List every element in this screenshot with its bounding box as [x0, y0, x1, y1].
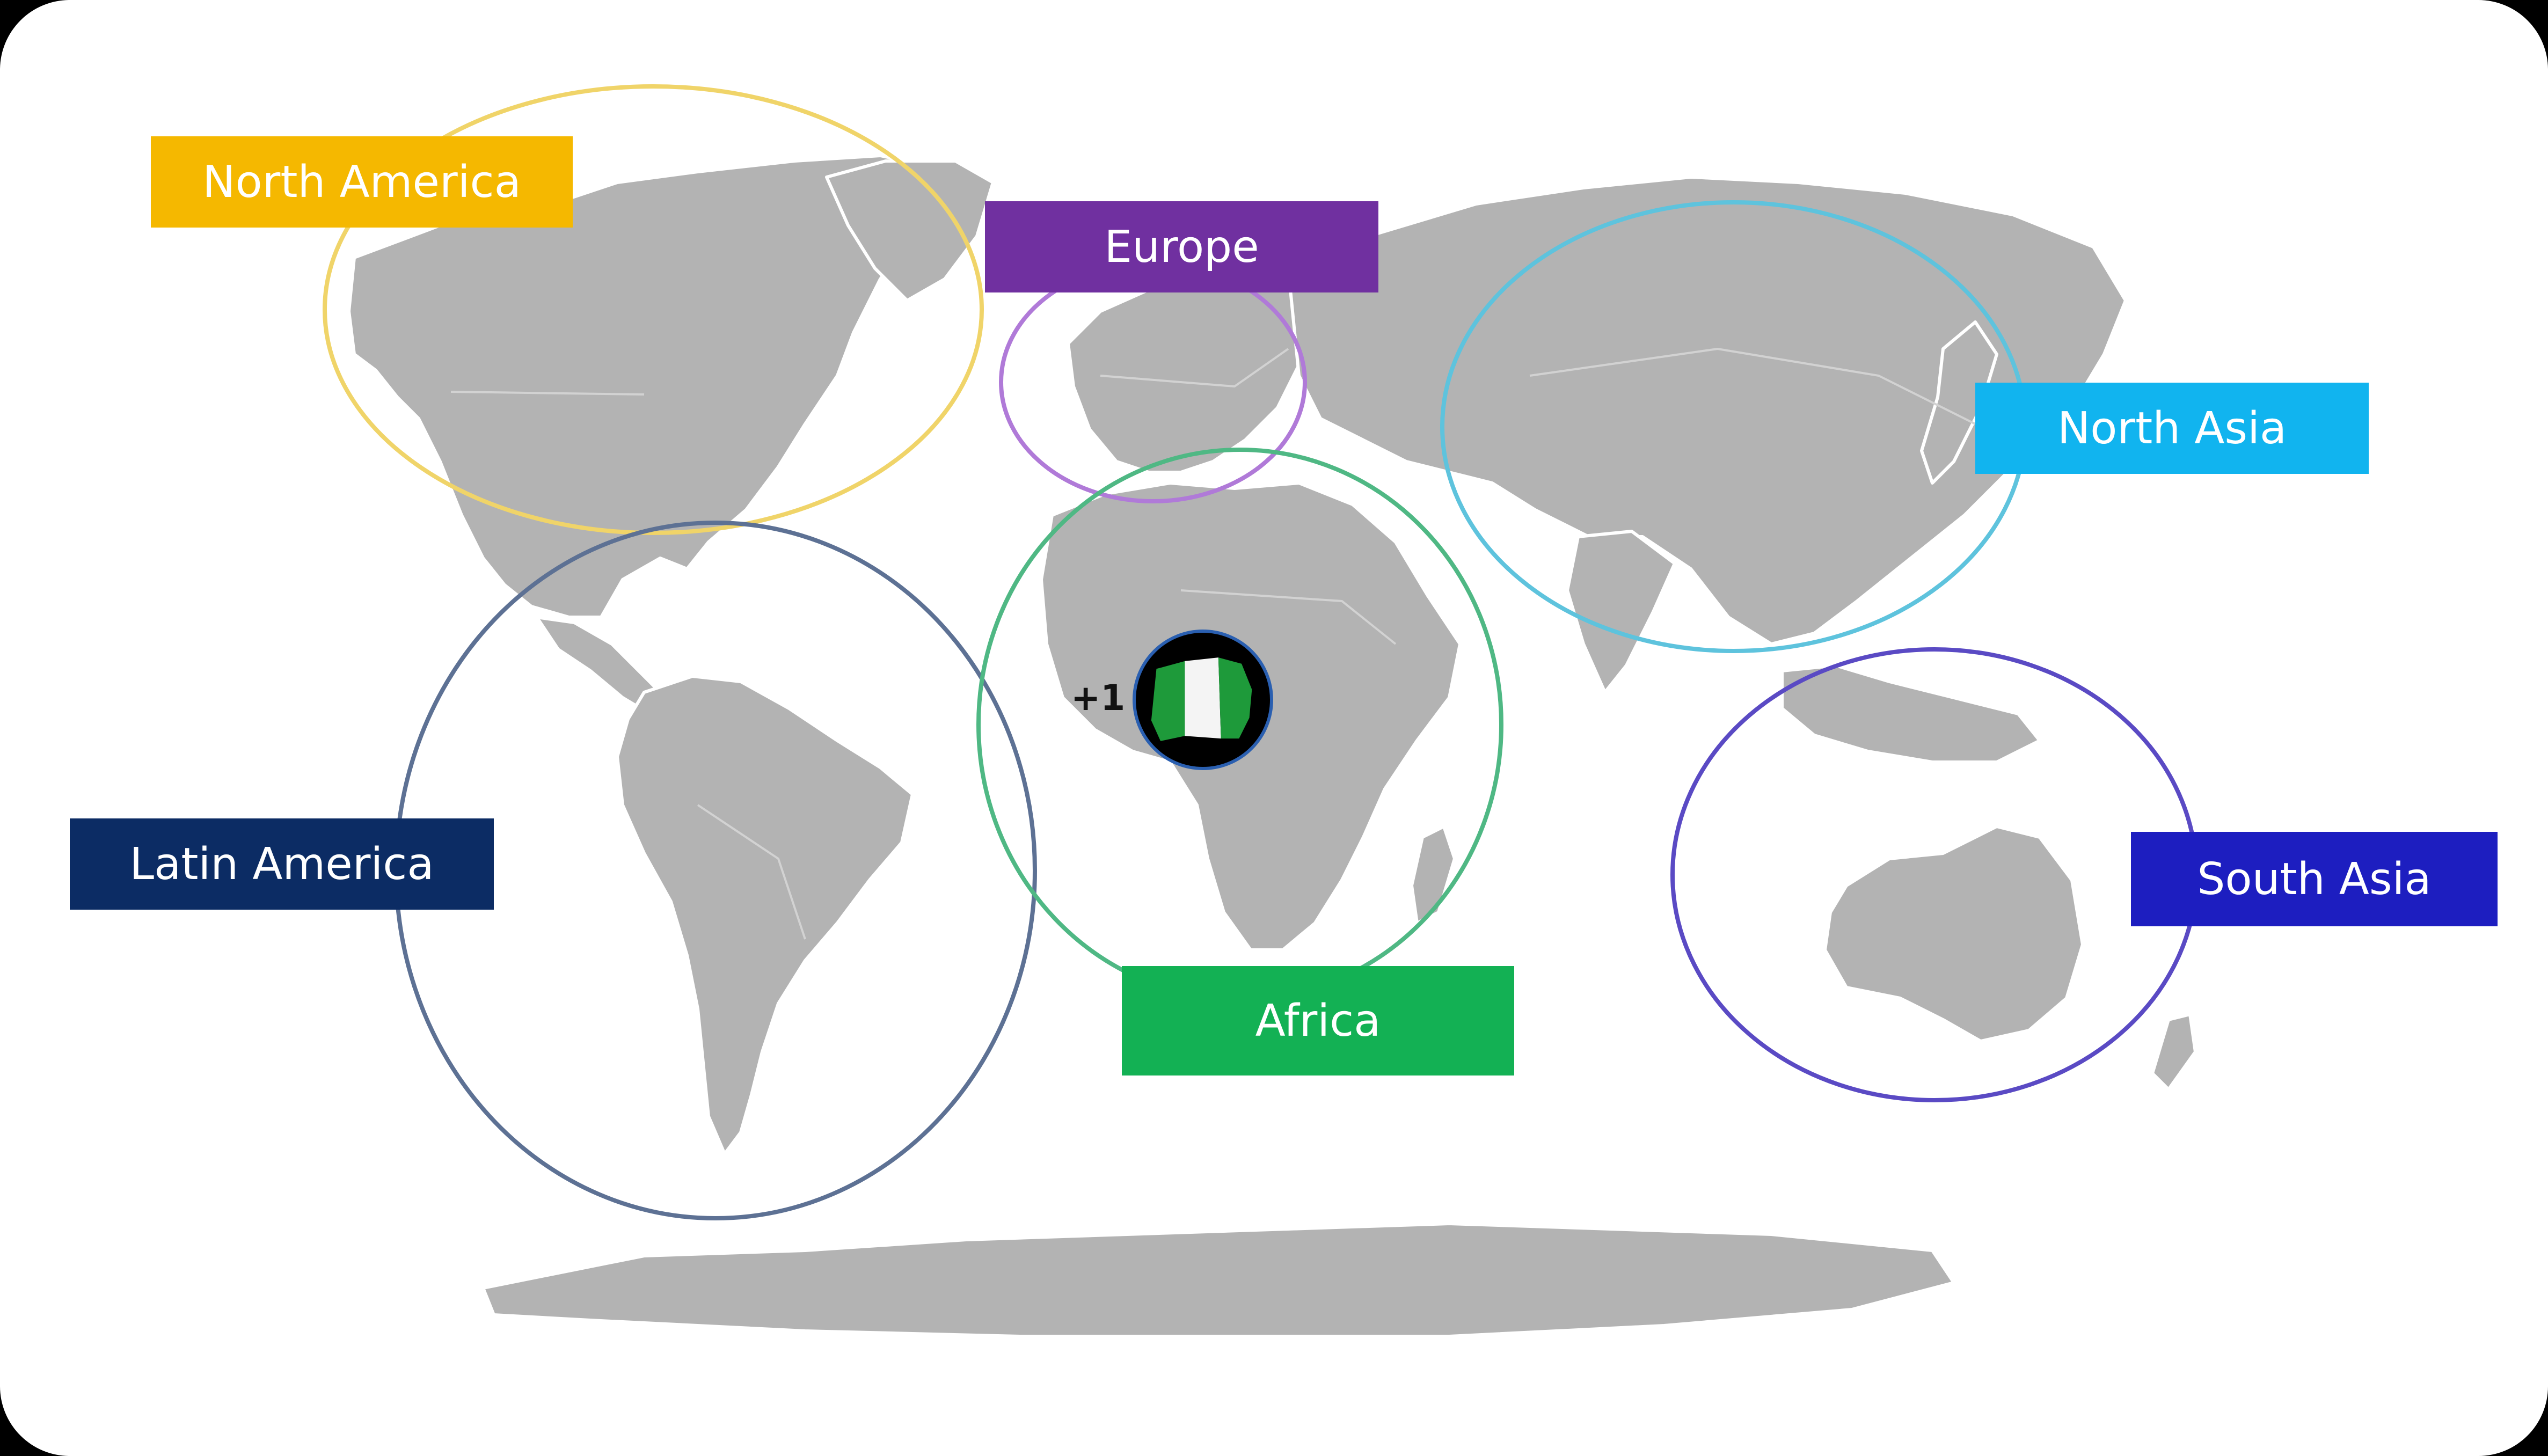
- land-antarctica: [481, 1222, 1955, 1338]
- flag-center-band: [1185, 657, 1221, 739]
- region-label-africa: Africa: [1122, 966, 1514, 1075]
- region-label-south-asia: South Asia: [2131, 832, 2498, 926]
- land-india: [1566, 530, 1676, 694]
- land-south-america: [616, 675, 914, 1155]
- region-label-latin-america: Latin America: [70, 818, 494, 910]
- flag-left-band: [1151, 661, 1185, 741]
- ring-north-america: [323, 84, 984, 535]
- flag-right-band: [1218, 657, 1252, 739]
- country-borders: [450, 347, 1987, 940]
- land-north-america: [347, 154, 968, 619]
- land-greenland: [825, 159, 995, 302]
- land-australia: [1823, 825, 2084, 1043]
- nigeria-flag-icon[interactable]: [1133, 630, 1273, 770]
- region-label-north-asia: North Asia: [1975, 383, 2369, 474]
- country-code-label: +1: [1071, 677, 1126, 719]
- landmasses: [347, 154, 2197, 1338]
- land-japan: [1920, 320, 1998, 485]
- region-label-europe: Europe: [985, 201, 1378, 292]
- land-new-zealand: [2151, 1013, 2197, 1091]
- land-southeast-asia-islands: [1780, 664, 2041, 764]
- region-label-north-america: North America: [151, 136, 573, 228]
- land-madagascar: [1410, 825, 1456, 925]
